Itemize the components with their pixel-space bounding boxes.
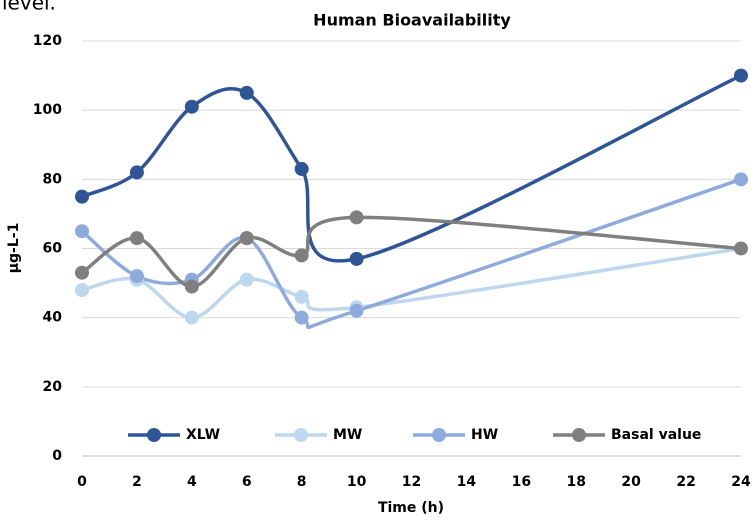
data-point: [349, 210, 364, 225]
data-point: [239, 231, 254, 246]
y-tick-label: 20: [43, 379, 63, 395]
x-tick-label: 14: [457, 474, 477, 490]
data-point: [129, 165, 144, 180]
data-point: [294, 161, 309, 176]
y-tick-label: 60: [43, 241, 63, 257]
data-point: [734, 172, 748, 187]
legend-swatch-marker: [432, 428, 446, 442]
data-point: [184, 279, 199, 294]
x-tick-label: 12: [402, 474, 421, 490]
y-tick-label: 120: [33, 33, 62, 49]
data-point: [184, 99, 199, 114]
data-point: [734, 68, 748, 83]
y-tick-label: 0: [52, 448, 62, 464]
y-tick-label: 40: [43, 310, 63, 326]
x-tick-label: 0: [77, 474, 87, 490]
data-point: [734, 241, 748, 256]
legend-label: HW: [471, 427, 498, 443]
x-tick-label: 24: [731, 474, 751, 490]
legend-swatch-marker: [147, 428, 161, 442]
x-tick-label: 16: [512, 474, 531, 490]
y-tick-label: 80: [43, 171, 63, 187]
y-tick-label: 100: [33, 102, 62, 118]
legend-label: Basal value: [611, 427, 701, 443]
legend-label: MW: [333, 427, 362, 443]
data-point: [294, 248, 309, 263]
data-point: [75, 265, 89, 280]
x-tick-label: 22: [676, 474, 695, 490]
data-point: [75, 283, 89, 297]
data-point: [75, 189, 89, 204]
x-tick-label: 10: [347, 474, 367, 490]
chart-title: Human Bioavailability: [313, 11, 511, 30]
x-tick-label: 8: [297, 474, 307, 490]
data-point: [294, 289, 309, 304]
x-tick-label: 6: [242, 474, 252, 490]
legend-label: XLW: [186, 427, 220, 443]
x-tick-label: 18: [567, 474, 586, 490]
data-point: [129, 231, 144, 246]
series-line: [81, 74, 742, 263]
x-tick-label: 4: [187, 474, 197, 490]
series-line: [80, 177, 742, 330]
data-point: [129, 269, 144, 284]
data-point: [75, 224, 89, 239]
x-tick-label: 2: [132, 474, 142, 490]
data-point: [239, 85, 254, 100]
data-point: [349, 251, 364, 266]
x-axis-label: Time (h): [378, 500, 444, 516]
caption-fragment: level.: [2, 0, 56, 15]
data-point: [294, 310, 309, 325]
x-tick-label: 20: [621, 474, 641, 490]
y-axis-label: µg-L-1: [6, 223, 22, 274]
legend-swatch-marker: [294, 428, 308, 442]
series-line: [80, 215, 742, 289]
series-line: [81, 246, 742, 320]
data-point: [184, 310, 199, 325]
legend-swatch-marker: [572, 428, 586, 442]
data-point: [349, 303, 364, 318]
data-point: [239, 272, 254, 287]
